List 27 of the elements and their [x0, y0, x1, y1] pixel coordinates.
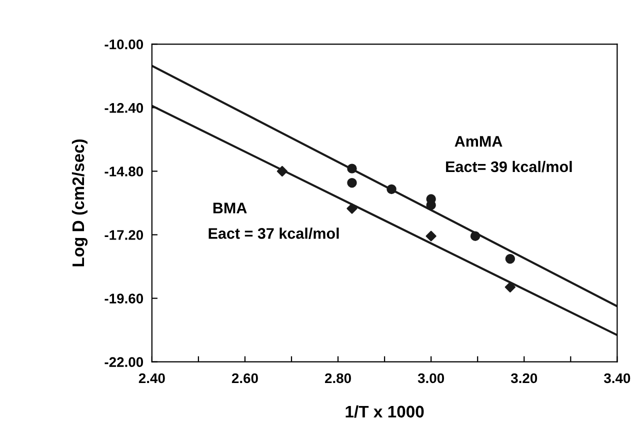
y-tick-label: -17.20 — [104, 230, 144, 240]
y-tick-label: -10.00 — [104, 39, 144, 50]
point — [505, 254, 516, 264]
x-tick-label: 2.40 — [138, 373, 165, 384]
x-tick-label: 3.40 — [604, 373, 630, 384]
point — [276, 166, 288, 177]
annotation: Eact= 39 kcal/mol — [446, 160, 572, 172]
point — [426, 230, 436, 242]
annotation: BMA — [213, 202, 247, 214]
y-tick-label: -22.00 — [104, 357, 144, 368]
x-tick-label: 2.60 — [232, 373, 258, 384]
x-tick-label: 3.00 — [418, 373, 444, 384]
annotation: Eact = 37 kcal/mol — [208, 228, 339, 240]
y-tick-label: -14.80 — [104, 166, 144, 176]
point — [347, 164, 357, 174]
point — [470, 231, 480, 241]
x-tick-label: 3.20 — [510, 373, 538, 384]
point — [504, 282, 516, 292]
y-tick-label: -19.60 — [104, 294, 144, 304]
y-axis-title: Log D (cm2/sec) — [72, 139, 88, 266]
point — [346, 203, 358, 214]
y-tick-label: -12.40 — [104, 103, 144, 113]
x-axis-title: 1/T x 1000 — [346, 405, 424, 418]
point — [386, 184, 396, 194]
annotation: AmMA — [454, 136, 502, 147]
point — [347, 178, 357, 188]
x-tick-label: 2.80 — [324, 373, 351, 384]
